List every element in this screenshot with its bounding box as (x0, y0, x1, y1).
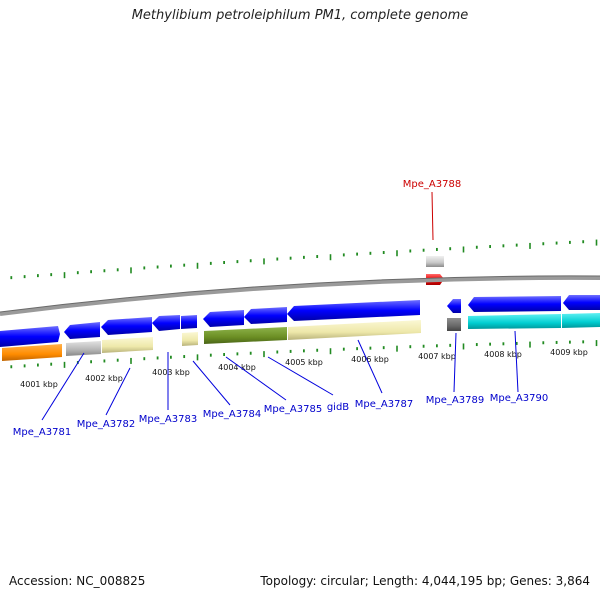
leader-line (514, 330, 519, 393)
accession-text: Accession: NC_008825 (9, 574, 146, 588)
category-block (204, 327, 287, 344)
gene-labels: Mpe_A3781 Mpe_A3782 Mpe_A3783 Mpe_A3784 … (13, 179, 548, 438)
category-block (426, 256, 444, 267)
gene-label-mpe-a3790[interactable]: Mpe_A3790 (490, 393, 548, 404)
leader-line (453, 332, 457, 393)
map-title: Methylibium petroleiphilum PM1, complete… (131, 8, 469, 23)
leader-line (357, 339, 383, 394)
scale-label: 4008 kbp (484, 350, 522, 359)
cds-arrow[interactable] (287, 300, 420, 321)
gene-label-mpe-a3787[interactable]: Mpe_A3787 (355, 399, 413, 410)
cds-arrow[interactable] (152, 315, 180, 331)
category-block (562, 313, 600, 328)
cds-arrow-row (0, 295, 600, 347)
genome-backbone (0, 275, 600, 316)
scale-label: 4006 kbp (351, 355, 389, 364)
cds-arrow[interactable] (0, 326, 60, 347)
gene-label-mpe-a3781[interactable]: Mpe_A3781 (13, 427, 71, 438)
leader-line (267, 356, 334, 396)
outer-tick-ring (10, 239, 598, 280)
category-block (2, 344, 62, 361)
scale-label: 4005 kbp (285, 358, 323, 367)
gene-label-gidb[interactable]: gidB (327, 402, 349, 413)
category-block (182, 332, 198, 346)
scale-label: 4004 kbp (218, 363, 256, 372)
category-block (468, 314, 561, 329)
leader-line (41, 352, 85, 421)
leader-line (105, 367, 131, 416)
cds-arrow[interactable] (447, 299, 461, 313)
scale-label: 4002 kbp (85, 374, 123, 383)
scale-labels: 4001 kbp 4002 kbp 4003 kbp 4004 kbp 4005… (20, 348, 588, 389)
category-row (2, 313, 600, 361)
leader-lines (41, 191, 519, 421)
category-block (288, 320, 421, 340)
scale-label: 4003 kbp (152, 368, 190, 377)
gene-label-mpe-a3788[interactable]: Mpe_A3788 (403, 179, 461, 190)
gene-label-mpe-a3789[interactable]: Mpe_A3789 (426, 395, 484, 406)
cds-arrow[interactable] (563, 295, 600, 310)
cds-arrow[interactable] (244, 307, 287, 324)
gene-label-mpe-a3783[interactable]: Mpe_A3783 (139, 414, 197, 425)
category-block (447, 318, 461, 331)
genome-backbone-edge (0, 275, 600, 313)
gene-label-mpe-a3785[interactable]: Mpe_A3785 (264, 404, 322, 415)
leader-line (192, 360, 231, 406)
scale-label: 4001 kbp (20, 380, 58, 389)
genome-summary-text: Topology: circular; Length: 4,044,195 bp… (260, 574, 590, 588)
gene-label-mpe-a3782[interactable]: Mpe_A3782 (77, 419, 135, 430)
gene-label-mpe-a3784[interactable]: Mpe_A3784 (203, 409, 261, 420)
leader-line (225, 356, 287, 401)
cds-arrow[interactable] (64, 322, 100, 339)
leader-line-highlight (431, 191, 434, 241)
inner-tick-ring (10, 340, 598, 369)
scale-label: 4009 kbp (550, 348, 588, 357)
cds-arrow[interactable] (468, 296, 561, 312)
cds-arrow[interactable] (203, 310, 244, 327)
cds-arrow[interactable] (101, 317, 152, 335)
cds-arrow[interactable] (181, 315, 197, 329)
scale-label: 4007 kbp (418, 352, 456, 361)
category-block (102, 337, 153, 353)
category-block (66, 341, 101, 356)
